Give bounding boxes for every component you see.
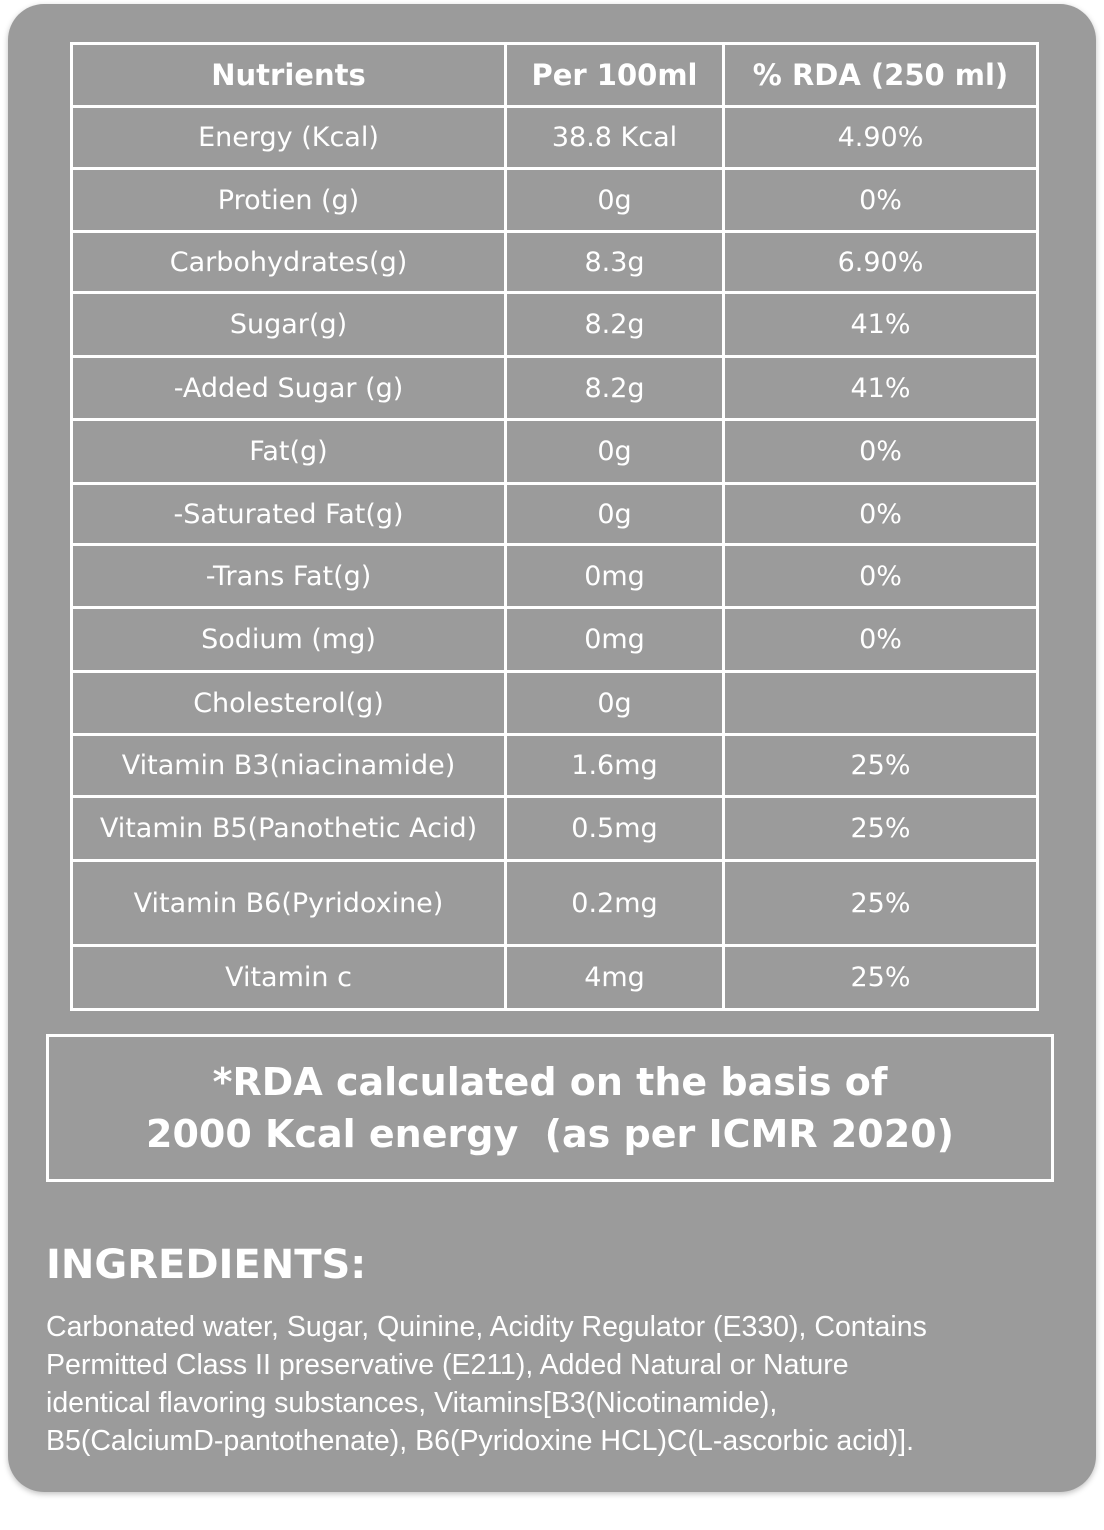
rda-value: 25%	[722, 795, 1039, 862]
header-rda: % RDA (250 ml)	[722, 42, 1039, 108]
nutrient-name: Fat(g)	[70, 418, 507, 485]
nutrition-table: Nutrients Per 100ml % RDA (250 ml) Energ…	[70, 42, 1039, 1011]
per-100ml-value: 4mg	[504, 944, 725, 1011]
per-100ml-value: 0mg	[504, 543, 725, 609]
table-row: Vitamin c 4mg 25%	[70, 944, 1039, 1011]
nutrient-name: Sodium (mg)	[70, 606, 507, 673]
rda-value: 6.90%	[722, 230, 1039, 294]
nutrient-name: -Trans Fat(g)	[70, 543, 507, 609]
rda-value	[722, 670, 1039, 736]
rda-value: 25%	[722, 859, 1039, 947]
per-100ml-value: 8.3g	[504, 230, 725, 294]
rda-note-line-2: 2000 Kcal energy (as per ICMR 2020)	[146, 1112, 954, 1156]
rda-value: 25%	[722, 733, 1039, 798]
table-row: -Saturated Fat(g) 0g 0%	[70, 482, 1039, 546]
rda-value: 0%	[722, 543, 1039, 609]
per-100ml-value: 38.8 Kcal	[504, 105, 725, 170]
table-row: Vitamin B5(Panothetic Acid) 0.5mg 25%	[70, 795, 1039, 862]
per-100ml-value: 0g	[504, 418, 725, 485]
table-row: Sugar(g) 8.2g 41%	[70, 291, 1039, 358]
table-header-row: Nutrients Per 100ml % RDA (250 ml)	[70, 42, 1039, 108]
nutrient-name: Protien (g)	[70, 167, 507, 233]
nutrient-name: Vitamin B6(Pyridoxine)	[70, 859, 507, 947]
rda-value: 0%	[722, 418, 1039, 485]
per-100ml-value: 1.6mg	[504, 733, 725, 798]
ingredients-line-3: identical flavoring substances, Vitamins…	[46, 1387, 778, 1419]
ingredients-line-2: Permitted Class II preservative (E211), …	[46, 1349, 849, 1381]
nutrient-name: Vitamin B3(niacinamide)	[70, 733, 507, 798]
table-row: Vitamin B6(Pyridoxine) 0.2mg 25%	[70, 859, 1039, 947]
nutrient-name: Vitamin B5(Panothetic Acid)	[70, 795, 507, 862]
nutrient-name: Vitamin c	[70, 944, 507, 1011]
table-row: Sodium (mg) 0mg 0%	[70, 606, 1039, 673]
rda-value: 0%	[722, 482, 1039, 546]
nutrient-name: Energy (Kcal)	[70, 105, 507, 170]
per-100ml-value: 0g	[504, 670, 725, 736]
table-row: Fat(g) 0g 0%	[70, 418, 1039, 485]
nutrient-name: -Added Sugar (g)	[70, 355, 507, 421]
nutrient-name: Carbohydrates(g)	[70, 230, 507, 294]
per-100ml-value: 0.2mg	[504, 859, 725, 947]
table-row: Vitamin B3(niacinamide) 1.6mg 25%	[70, 733, 1039, 798]
per-100ml-value: 0mg	[504, 606, 725, 673]
rda-value: 4.90%	[722, 105, 1039, 170]
rda-note-line-1: *RDA calculated on the basis of	[212, 1060, 888, 1104]
table-row: -Added Sugar (g) 8.2g 41%	[70, 355, 1039, 421]
nutrient-name: -Saturated Fat(g)	[70, 482, 507, 546]
nutrient-name: Cholesterol(g)	[70, 670, 507, 736]
header-nutrients: Nutrients	[70, 42, 507, 108]
per-100ml-value: 0g	[504, 482, 725, 546]
nutrient-name: Sugar(g)	[70, 291, 507, 358]
rda-value: 41%	[722, 291, 1039, 358]
per-100ml-value: 8.2g	[504, 355, 725, 421]
rda-value: 25%	[722, 944, 1039, 1011]
nutrition-card: Nutrients Per 100ml % RDA (250 ml) Energ…	[8, 4, 1096, 1492]
rda-value: 0%	[722, 167, 1039, 233]
ingredients-text: Carbonated water, Sugar, Quinine, Acidit…	[46, 1308, 1056, 1460]
ingredients-heading: INGREDIENTS:	[46, 1242, 367, 1288]
header-per-100ml: Per 100ml	[504, 42, 725, 108]
per-100ml-value: 0g	[504, 167, 725, 233]
table-row: Energy (Kcal) 38.8 Kcal 4.90%	[70, 105, 1039, 170]
per-100ml-value: 0.5mg	[504, 795, 725, 862]
ingredients-line-4: B5(CalciumD-pantothenate), B6(Pyridoxine…	[46, 1425, 914, 1457]
rda-note-box: *RDA calculated on the basis of 2000 Kca…	[46, 1034, 1054, 1182]
rda-value: 0%	[722, 606, 1039, 673]
table-row: Cholesterol(g) 0g	[70, 670, 1039, 736]
table-row: Protien (g) 0g 0%	[70, 167, 1039, 233]
ingredients-line-1: Carbonated water, Sugar, Quinine, Acidit…	[46, 1311, 927, 1343]
rda-value: 41%	[722, 355, 1039, 421]
table-row: Carbohydrates(g) 8.3g 6.90%	[70, 230, 1039, 294]
per-100ml-value: 8.2g	[504, 291, 725, 358]
table-row: -Trans Fat(g) 0mg 0%	[70, 543, 1039, 609]
